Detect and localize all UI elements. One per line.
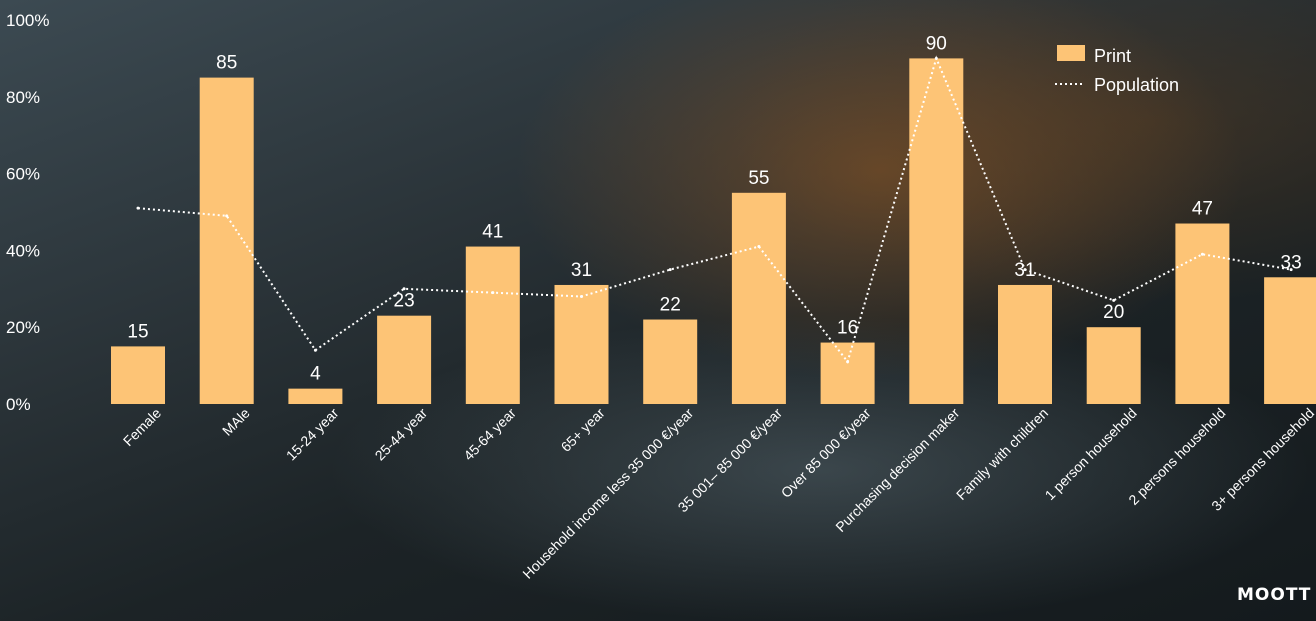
category-label: 3+ persons household [1208, 405, 1316, 514]
bar [643, 319, 698, 404]
bar-value-label: 22 [660, 295, 681, 316]
print-bars [111, 58, 1316, 405]
category-label: Female [120, 405, 164, 449]
bar-value-label: 23 [394, 291, 415, 312]
y-tick-label: 40% [6, 241, 40, 260]
population-point [225, 214, 229, 218]
bar-value-label: 4 [310, 364, 321, 385]
bar [998, 284, 1052, 404]
population-point [757, 245, 761, 249]
y-tick-label: 80% [6, 88, 40, 107]
population-point [1023, 268, 1027, 272]
bar-value-label: 55 [748, 168, 769, 189]
legend-print-swatch [1057, 45, 1085, 61]
category-label: Family with children [953, 405, 1051, 503]
category-label: 25-44 year [372, 405, 431, 464]
population-point [491, 291, 495, 295]
legend: Print Population [1055, 45, 1179, 95]
bar-value-label: 16 [837, 318, 858, 339]
bar [1264, 277, 1316, 404]
bar-value-label: 85 [216, 53, 237, 74]
population-point [846, 360, 850, 364]
population-point [580, 294, 583, 298]
category-label: 2 persons household [1125, 405, 1228, 508]
category-label: 1 person household [1042, 405, 1140, 503]
population-point [136, 206, 140, 210]
category-label: 65+ year [558, 405, 608, 455]
bar-value-label: 31 [1014, 260, 1035, 281]
brand-logo-text: MOOTT [1237, 585, 1312, 605]
category-label: Household income less 35 000 €/year [519, 405, 696, 582]
y-tick-label: 100% [6, 11, 49, 30]
bar [1175, 223, 1230, 404]
bar-value-label: 15 [127, 321, 148, 342]
bar [909, 58, 964, 405]
population-point [1289, 268, 1293, 272]
bar [820, 342, 875, 404]
bar [111, 346, 165, 404]
category-label: Over 85 000 €/year [778, 405, 874, 501]
bar-value-label: 20 [1103, 302, 1124, 323]
bar [377, 315, 432, 404]
bar [731, 192, 786, 404]
bar [465, 246, 520, 404]
bar-value-label: 33 [1281, 252, 1302, 273]
bar-value-label: 41 [482, 222, 503, 243]
population-point [668, 268, 672, 272]
bar-value-label: 90 [926, 33, 947, 54]
value-labels: 15 85 4 23 41 31 22 55 16 90 31 20 47 33 [127, 33, 1301, 384]
legend-print-label: Print [1094, 46, 1131, 66]
bar [288, 388, 343, 404]
population-point [1112, 298, 1116, 302]
population-point [934, 56, 938, 60]
bar-value-label: 47 [1192, 199, 1213, 220]
category-label: 15-24 year [283, 405, 342, 464]
category-label: MAle [219, 405, 253, 439]
category-labels: Female MAle 15-24 year 25-44 year 45-64 year… [120, 405, 1316, 582]
population-point [313, 348, 317, 352]
population-point [402, 287, 406, 291]
bar [1086, 327, 1141, 404]
bar [554, 284, 609, 404]
category-label: 45-64 year [460, 405, 519, 464]
y-tick-label: 60% [6, 165, 40, 184]
y-tick-label: 0% [6, 395, 31, 414]
y-tick-label: 20% [6, 318, 40, 337]
population-line [136, 55, 1293, 364]
y-axis: 0% 20% 40% 60% 80% 100% [6, 11, 49, 414]
bar-value-label: 31 [571, 260, 592, 281]
bar [199, 77, 254, 404]
legend-population-label: Population [1094, 75, 1179, 95]
population-point [1200, 252, 1204, 256]
